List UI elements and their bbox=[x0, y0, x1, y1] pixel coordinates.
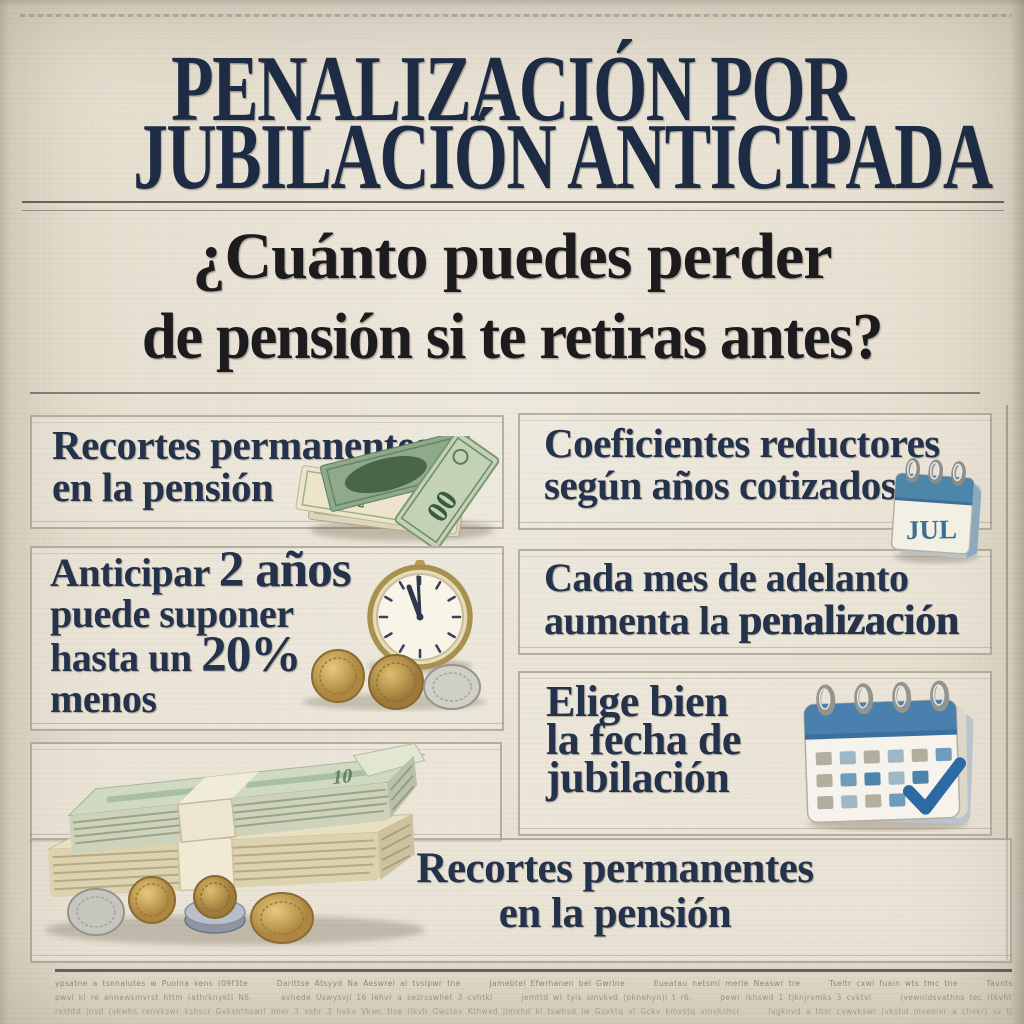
footer-fineprint-line2: pwvl kl re annewsmvrst httm (athrknyktl … bbox=[55, 993, 1012, 1002]
card-cada-mes-adelanto bbox=[518, 549, 992, 655]
anticipar-20-pct: 20% bbox=[201, 626, 301, 683]
footer-fineprint-line3: rvshtd jnvd (vkwhs renvkswr kshscr Gvksh… bbox=[55, 1007, 1012, 1016]
card-coeficientes-text: Coeficientes reductores según años cotiz… bbox=[544, 422, 940, 506]
svg-text:10: 10 bbox=[331, 765, 354, 789]
subtitle-line2: de pensión si te retiras antes? bbox=[141, 300, 884, 373]
footer-rule bbox=[55, 969, 1012, 972]
anticipar-line2: puede suponer bbox=[50, 591, 294, 636]
money-bills-fan-icon: 500 00 bbox=[295, 436, 500, 546]
jul-calendar-icon: JUL bbox=[890, 457, 982, 563]
anticipar-2-anos: 2 años bbox=[218, 541, 352, 598]
card-coeficientes-line1: Coeficientes reductores bbox=[544, 420, 940, 466]
card-elige-fecha bbox=[518, 671, 992, 836]
pocket-watch-icon bbox=[367, 560, 473, 673]
page-title-line1: PENALIZACIÓN POR bbox=[171, 37, 854, 141]
card-cada-mes-text: Cada mes de adelanto aumenta la penaliza… bbox=[544, 556, 959, 642]
cada-mes-line1: Cada mes de adelanto bbox=[544, 555, 909, 600]
left-edge-shade bbox=[0, 0, 10, 1024]
money-stack-icon: 10 bbox=[45, 742, 426, 945]
right-edge-shade bbox=[1010, 0, 1024, 1024]
cada-mes-penalizacion: penalización bbox=[738, 597, 960, 644]
headline-divider bbox=[22, 201, 1004, 211]
anticipar-hasta-un: hasta un bbox=[50, 635, 202, 680]
cada-mes-pre: aumenta la bbox=[544, 598, 739, 643]
elige-line3: jubilación bbox=[546, 753, 730, 802]
coins-icon bbox=[302, 649, 486, 710]
card-anticipar-text: Anticipar 2 años puede suponer hasta un … bbox=[50, 544, 352, 721]
right-column-rule bbox=[1006, 405, 1008, 960]
bottom-banner-line2: en la pensión bbox=[498, 890, 732, 937]
footer-fineprint-line1: ypsatne a tsnnalutes w Puolna kens (09f3… bbox=[55, 979, 1012, 988]
top-edge-shade bbox=[0, 0, 1024, 7]
decorative-top-rule bbox=[20, 14, 1012, 17]
jul-calendar-label: JUL bbox=[906, 514, 958, 545]
subtitle-divider bbox=[30, 392, 980, 394]
bottom-banner-text: Recortes permanentes en la pensión bbox=[225, 846, 1005, 936]
subtitle-line1: ¿Cuánto puedes perder bbox=[192, 220, 832, 293]
card-elige-text: Elige bien la fecha de jubilación bbox=[546, 677, 741, 802]
card-recortes-line2: en la pensión bbox=[52, 464, 274, 510]
card-coeficientes-line2: según años cotizados bbox=[544, 462, 897, 508]
elige-line1: Elige bien bbox=[546, 677, 729, 726]
anticipar-pre: Anticipar bbox=[50, 550, 219, 595]
bottom-banner-line1: Recortes permanentes bbox=[416, 845, 814, 892]
anticipar-menos: menos bbox=[50, 676, 157, 721]
elige-line2: la fecha de bbox=[546, 715, 741, 764]
page-title-line2: JUBILACIÓN ANTICIPADA bbox=[133, 105, 993, 209]
check-calendar-icon bbox=[803, 680, 974, 831]
